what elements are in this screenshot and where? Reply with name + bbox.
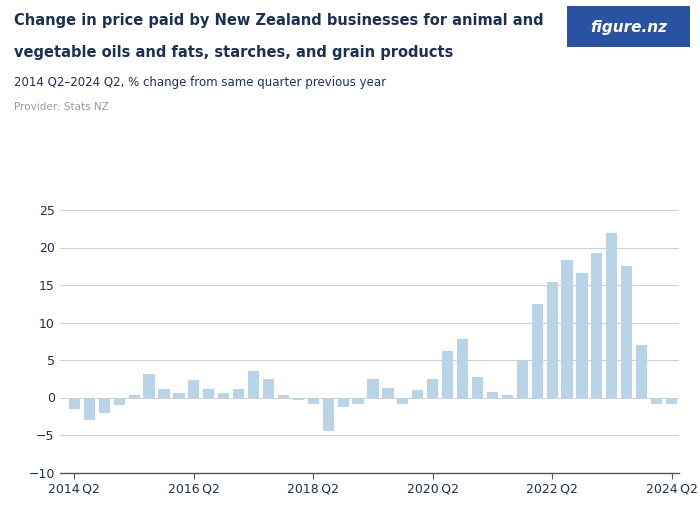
Bar [129, 395, 140, 397]
Bar [561, 260, 573, 397]
Bar [368, 379, 379, 397]
Bar [621, 266, 632, 397]
Bar [547, 282, 558, 397]
Bar [337, 397, 349, 406]
Text: Provider: Stats NZ: Provider: Stats NZ [14, 102, 108, 112]
Bar [218, 393, 230, 397]
Bar [248, 371, 259, 397]
Bar [278, 394, 289, 397]
Bar [99, 397, 110, 413]
Bar [397, 397, 408, 404]
Bar [263, 379, 274, 397]
Text: figure.nz: figure.nz [589, 20, 666, 35]
Text: vegetable oils and fats, starches, and grain products: vegetable oils and fats, starches, and g… [14, 45, 454, 60]
Bar [233, 388, 244, 397]
Bar [457, 339, 468, 397]
Bar [636, 345, 648, 397]
Bar [174, 393, 185, 397]
Bar [382, 388, 393, 397]
Bar [651, 397, 662, 404]
Bar [427, 379, 438, 397]
Bar [188, 380, 199, 397]
Bar [84, 397, 95, 420]
Bar [502, 394, 513, 397]
Bar [293, 397, 304, 400]
Bar [203, 389, 214, 397]
Bar [69, 397, 80, 409]
Bar [442, 351, 453, 397]
Bar [412, 390, 423, 397]
Bar [592, 253, 603, 397]
Bar [576, 273, 587, 397]
Bar [353, 397, 364, 404]
Bar [113, 397, 125, 405]
Bar [323, 397, 334, 431]
Bar [308, 397, 319, 404]
Bar [606, 233, 617, 397]
Text: Change in price paid by New Zealand businesses for animal and: Change in price paid by New Zealand busi… [14, 13, 544, 28]
Text: 2014 Q2–2024 Q2, % change from same quarter previous year: 2014 Q2–2024 Q2, % change from same quar… [14, 76, 386, 89]
Bar [144, 373, 155, 397]
Bar [472, 376, 483, 397]
Bar [517, 360, 528, 397]
Bar [486, 392, 498, 397]
Bar [531, 304, 542, 397]
Bar [158, 388, 169, 397]
Bar [666, 397, 677, 404]
